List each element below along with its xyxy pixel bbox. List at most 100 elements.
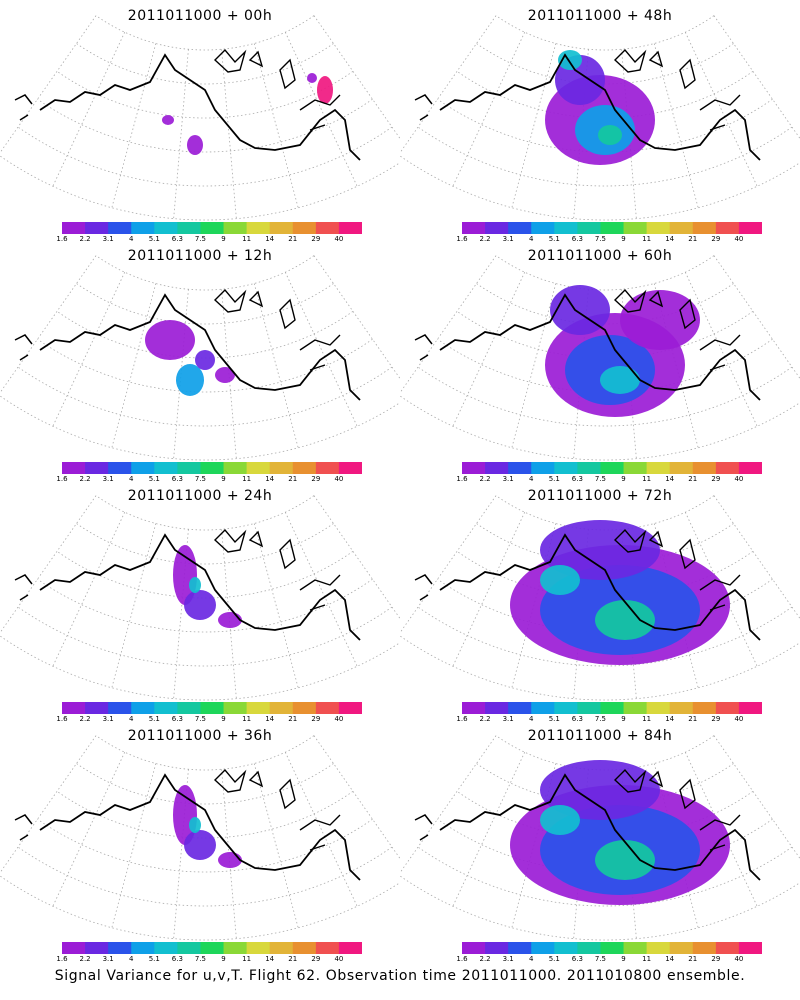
colorbar (462, 942, 762, 954)
colorbar-tick-label: 7.5 (194, 955, 207, 963)
colorbar-tick-label: 2.2 (479, 715, 491, 723)
colorbar-swatch (108, 942, 132, 954)
colorbar-swatch (669, 462, 694, 474)
coastline-islands (14, 334, 33, 361)
colorbar (462, 702, 762, 714)
meridian-line (684, 32, 758, 187)
colorbar-swatch (738, 942, 762, 954)
meridian-line (452, 752, 526, 907)
colorbar-tick-label: 7.5 (194, 235, 207, 243)
meridian-line (452, 272, 526, 427)
colorbar-tick-label: 4 (528, 955, 534, 963)
meridian-line (511, 43, 557, 208)
latitude-line (400, 875, 800, 941)
variance-region (218, 612, 242, 628)
meridian-line (52, 272, 126, 427)
colorbar (62, 462, 362, 474)
coastline (439, 533, 761, 641)
colorbar-tick-label: 21 (288, 235, 298, 243)
colorbar-swatch (269, 942, 294, 954)
arctic-islands (613, 48, 696, 90)
colorbar-tick-label: 5.1 (148, 955, 160, 963)
colorbar-swatch (600, 702, 625, 714)
colorbar-tick-label: 21 (688, 955, 698, 963)
colorbar-swatch (108, 462, 132, 474)
colorbar-tick-label: 2.2 (479, 955, 491, 963)
meridian-line (653, 43, 699, 208)
colorbar-tick-label: 7.5 (594, 475, 607, 483)
colorbar-swatch (600, 222, 625, 234)
colorbar-tick-label: 1.6 (56, 475, 68, 483)
colorbar-swatch (177, 942, 201, 954)
meridian-line (253, 763, 299, 928)
colorbar-swatch (692, 222, 717, 234)
coastline (439, 293, 761, 401)
colorbar-swatch (131, 222, 155, 234)
colorbar-swatch (108, 222, 132, 234)
colorbar-tick-label: 6.3 (171, 715, 183, 723)
colorbar-tick-label: 3.1 (102, 955, 114, 963)
arctic-islands (213, 768, 296, 810)
latitude-line (495, 255, 715, 291)
polar-map (0, 495, 400, 701)
forecast-panel: 2011011000 + 36h 1.6 2.2 3.1 4 5.1 6.3 7.5 9 11 14… (0, 720, 400, 963)
polar-map (0, 735, 400, 941)
variance-region (187, 135, 203, 155)
coastline (39, 53, 361, 161)
colorbar-tick-label: 1.6 (456, 475, 468, 483)
variance-region (307, 73, 317, 83)
colorbar-tick-label: 11 (242, 715, 252, 723)
meridian-line (111, 43, 157, 208)
colorbar-swatch (131, 462, 155, 474)
latitude-line (417, 366, 793, 427)
coastline (39, 293, 361, 401)
colorbar-swatch (108, 702, 132, 714)
variance-region (189, 817, 201, 833)
colorbar-tick-label: 6.3 (171, 235, 183, 243)
arctic-islands (213, 528, 296, 570)
panel-title: 2011011000 + 36h (127, 728, 273, 744)
colorbar-swatch (85, 462, 109, 474)
colorbar-tick-label: 29 (311, 475, 321, 483)
colorbar-swatch (738, 702, 762, 714)
colorbar-tick-label: 3.1 (502, 715, 514, 723)
meridian-line (713, 15, 800, 140)
variance-region (598, 125, 622, 145)
colorbar-swatch (315, 702, 340, 714)
colorbar-tick-label: 7.5 (594, 235, 607, 243)
colorbar-tick-label: 11 (642, 715, 652, 723)
polar-map (400, 735, 800, 941)
colorbar-swatch (62, 942, 86, 954)
colorbar-swatch (154, 942, 178, 954)
colorbar-labels: 1.6 2.2 3.1 4 5.1 6.3 7.5 9 11 14 21 29 40 (50, 715, 370, 727)
latitude-line (76, 763, 334, 805)
coastline-islands (14, 574, 33, 601)
colorbar-swatch (485, 702, 509, 714)
colorbar-tick-label: 4 (128, 715, 134, 723)
colorbar-swatch (269, 462, 294, 474)
colorbar-swatch (462, 942, 486, 954)
panel-title: 2011011000 + 12h (127, 248, 273, 264)
colorbar-tick-label: 4 (128, 955, 134, 963)
polar-map (400, 15, 800, 221)
colorbar-tick-label: 40 (734, 235, 744, 243)
colorbar-tick-label: 21 (688, 475, 698, 483)
latitude-line (95, 495, 315, 531)
panel-title: 2011011000 + 72h (527, 488, 673, 504)
colorbar-swatch (200, 702, 225, 714)
colorbar-tick-label: 11 (642, 235, 652, 243)
hudson-bay-coast (299, 574, 341, 611)
colorbar-swatch (692, 942, 717, 954)
colorbar-tick-label: 4 (128, 475, 134, 483)
colorbar-swatch (85, 222, 109, 234)
colorbar-swatch (462, 462, 486, 474)
colorbar-swatch (246, 222, 271, 234)
colorbar-tick-label: 21 (688, 715, 698, 723)
arctic-islands (613, 528, 696, 570)
latitude-line (17, 606, 393, 667)
colorbar-tick-label: 1.6 (456, 235, 468, 243)
colorbar-tick-label: 1.6 (56, 235, 68, 243)
arctic-islands (213, 48, 296, 90)
meridian-line (253, 43, 299, 208)
colorbar-tick-label: 2.2 (479, 475, 491, 483)
